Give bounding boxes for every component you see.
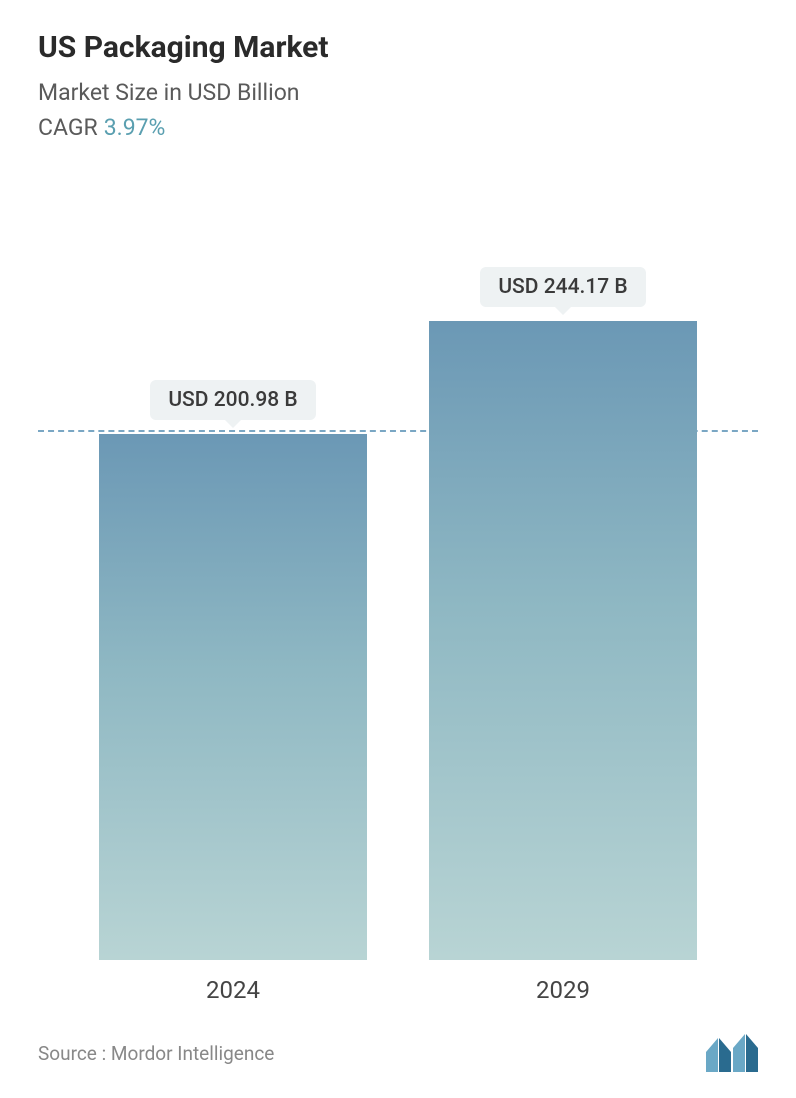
bar-value-label: USD 244.17 B: [480, 267, 645, 307]
chart-subtitle: Market Size in USD Billion: [38, 79, 758, 106]
bar-group: USD 244.17 B 2029: [429, 267, 697, 1004]
source-text: Source : Mordor Intelligence: [38, 1042, 274, 1065]
bar: [99, 434, 367, 960]
chart-area: USD 200.98 B 2024 USD 244.17 B 2029: [38, 201, 758, 1034]
bar-value-label: USD 200.98 B: [150, 380, 315, 420]
cagr-value: 3.97%: [104, 114, 166, 141]
category-label: 2024: [206, 976, 260, 1004]
category-label: 2029: [536, 976, 590, 1004]
mordor-logo-icon: [706, 1034, 758, 1072]
bar-group: USD 200.98 B 2024: [99, 380, 367, 1004]
cagr-label: CAGR: [38, 114, 98, 141]
cagr-line: CAGR3.97%: [38, 114, 758, 141]
chart-footer: Source : Mordor Intelligence: [0, 1034, 796, 1098]
bar: [429, 321, 697, 960]
chart-title: US Packaging Market: [38, 30, 758, 65]
